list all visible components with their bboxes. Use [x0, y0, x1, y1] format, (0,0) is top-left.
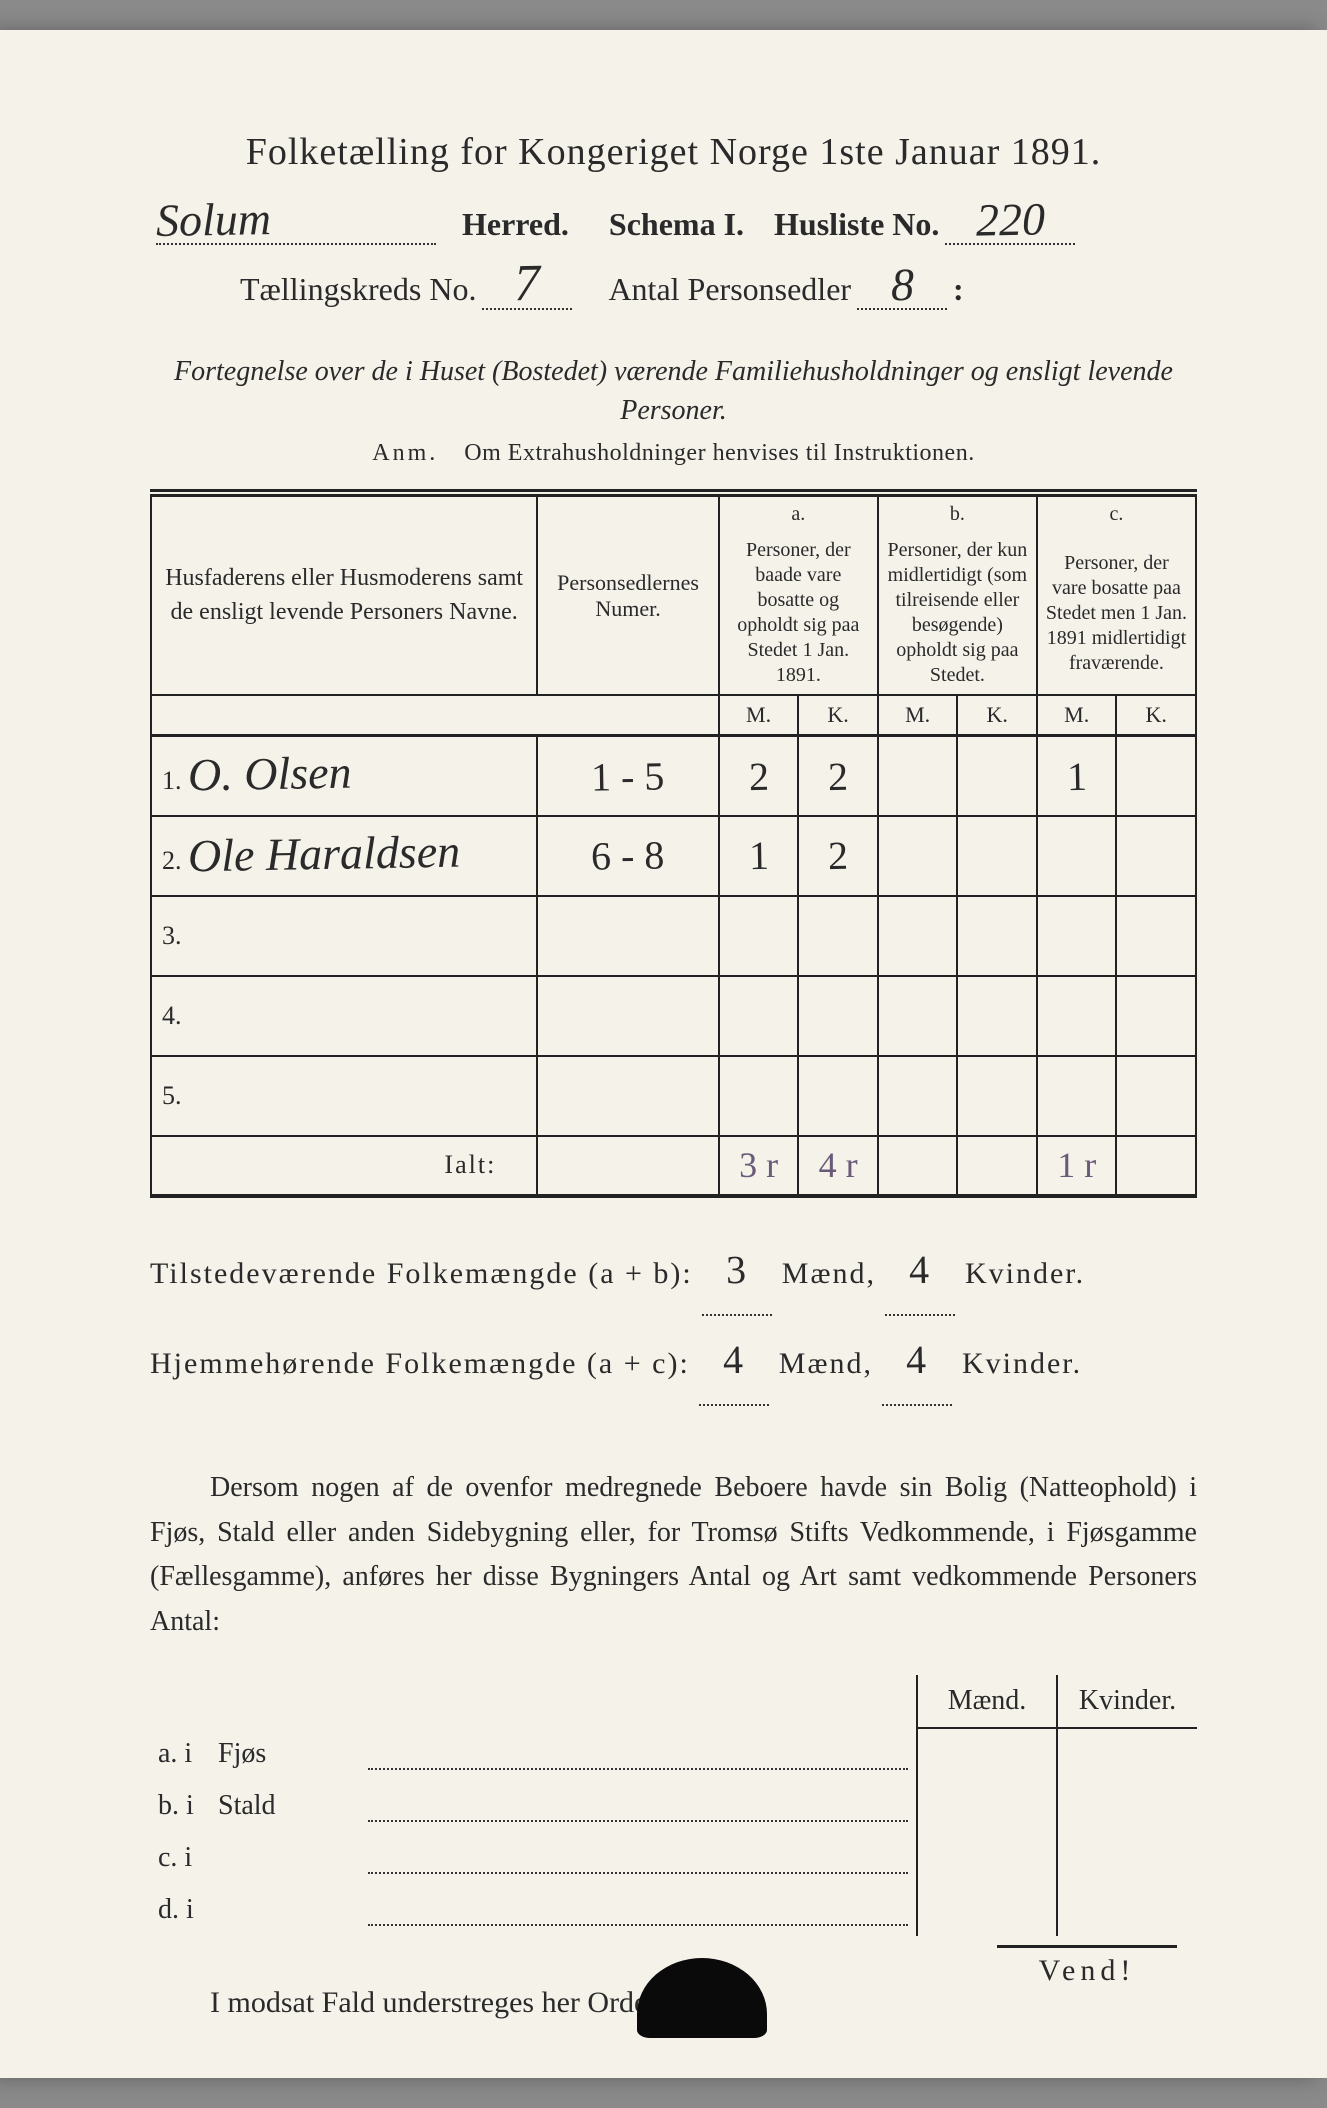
- main-table: Husfaderens eller Husmoderens samt de en…: [150, 489, 1197, 1198]
- row-idx: 2.: [162, 846, 182, 875]
- maend-label: Mænd,: [779, 1347, 873, 1380]
- ialt-label: Ialt:: [151, 1136, 537, 1196]
- ialt-cell: 4 r: [819, 1144, 858, 1186]
- husliste-value: 220: [976, 201, 1046, 239]
- herred-label: Herred.: [462, 206, 569, 243]
- header-line-2: Tællingskreds No. 7 Antal Personsedler 8…: [150, 263, 1197, 310]
- kvinder-label: Kvinder.: [962, 1347, 1082, 1380]
- schema-label: Schema I.: [609, 206, 744, 243]
- hdr-b-k: K.: [957, 695, 1037, 736]
- hdr-b-m: M.: [878, 695, 958, 736]
- hdr-c-m: M.: [1037, 695, 1117, 736]
- bldg-lead: b. i: [150, 1780, 210, 1832]
- row-idx: 1.: [162, 766, 182, 795]
- bldg-label: [210, 1832, 360, 1884]
- building-table: Mænd. Kvinder. a. i Fjøs b. i Stald c. i…: [150, 1675, 1197, 1936]
- bldg-kvinder: Kvinder.: [1057, 1675, 1197, 1728]
- row-idx: 3.: [151, 896, 537, 976]
- bldg-lead: a. i: [150, 1728, 210, 1780]
- table-row: 4.: [151, 976, 1196, 1056]
- vend-label: Vend!: [997, 1945, 1177, 1988]
- table-row: 1. O. Olsen 1 - 5 2 2 1: [151, 736, 1196, 816]
- row-num: 1 - 5: [591, 752, 665, 800]
- bldg-lead: d. i: [150, 1884, 210, 1936]
- anm-line: Anm. Om Extrahusholdninger henvises til …: [150, 440, 1197, 467]
- table-row: 2. Ole Haraldsen 6 - 8 1 2: [151, 816, 1196, 896]
- cell: 2: [828, 752, 849, 799]
- hdr-a-m: M.: [719, 695, 799, 736]
- bldg-label: [210, 1884, 360, 1936]
- cell: 2: [748, 752, 769, 799]
- bldg-label: Stald: [210, 1780, 360, 1832]
- col-b-desc: Personer, der kun midlertidigt (som tilr…: [878, 532, 1037, 695]
- bldg-maend: Mænd.: [917, 1675, 1057, 1728]
- col-num-header: Personsedlernes Numer.: [537, 493, 719, 695]
- summary-block: Tilstedeværende Folkemængde (a + b): 3 M…: [150, 1226, 1197, 1406]
- col-a-label: a.: [719, 493, 878, 532]
- table-row: 5.: [151, 1056, 1196, 1136]
- ialt-cell: 1 r: [1057, 1144, 1096, 1186]
- row-idx: 5.: [151, 1056, 537, 1136]
- row-idx: 4.: [151, 976, 537, 1056]
- col-name-header: Husfaderens eller Husmoderens samt de en…: [151, 493, 537, 695]
- anm-prefix: Anm.: [372, 440, 438, 466]
- kreds-value: 7: [514, 263, 541, 305]
- census-form-page: Folketælling for Kongeriget Norge 1ste J…: [0, 30, 1327, 2078]
- antal-label: Antal Personsedler: [608, 271, 851, 308]
- ink-blotch: [637, 1958, 767, 2038]
- row-name: Ole Haraldsen: [188, 834, 461, 876]
- cell: 1: [748, 832, 769, 879]
- anm-text: Om Extrahusholdninger henvises til Instr…: [464, 440, 974, 466]
- kreds-label: Tællingskreds No.: [240, 271, 476, 308]
- summary-line2-label: Hjemmehørende Folkemængde (a + c):: [150, 1347, 690, 1380]
- section-title: Fortegnelse over de i Huset (Bostedet) v…: [150, 352, 1197, 430]
- modsat-text: I modsat Fald understreges her Ordet:: [210, 1986, 664, 2019]
- bldg-row: a. i Fjøs: [150, 1728, 1197, 1780]
- cell: 2: [828, 832, 849, 879]
- kvinder-label: Kvinder.: [965, 1257, 1085, 1290]
- col-b-label: b.: [878, 493, 1037, 532]
- hdr-a-k: K.: [798, 695, 878, 736]
- page-title: Folketælling for Kongeriget Norge 1ste J…: [150, 130, 1197, 174]
- col-c-label: c.: [1037, 493, 1196, 532]
- table-row: 3.: [151, 896, 1196, 976]
- summary-1-m: 3: [725, 1226, 749, 1314]
- antal-value: 8: [890, 267, 914, 304]
- bldg-label: Fjøs: [210, 1728, 360, 1780]
- col-a-desc: Personer, der baade vare bosatte og opho…: [719, 532, 878, 695]
- summary-1-k: 4: [909, 1226, 933, 1314]
- bldg-lead: c. i: [150, 1832, 210, 1884]
- bldg-row: d. i: [150, 1884, 1197, 1936]
- maend-label: Mænd,: [782, 1257, 876, 1290]
- bldg-row: c. i: [150, 1832, 1197, 1884]
- cell: 1: [1066, 752, 1087, 799]
- herred-value: Solum: [156, 201, 272, 240]
- summary-2-m: 4: [723, 1316, 747, 1404]
- husliste-label: Husliste No.: [774, 206, 939, 243]
- summary-2-k: 4: [906, 1316, 930, 1404]
- row-name: O. Olsen: [188, 755, 352, 795]
- ialt-row: Ialt: 3 r 4 r 1 r: [151, 1136, 1196, 1196]
- summary-line1-label: Tilstedeværende Folkemængde (a + b):: [150, 1257, 693, 1290]
- building-paragraph: Dersom nogen af de ovenfor medregnede Be…: [150, 1466, 1197, 1645]
- bldg-row: b. i Stald: [150, 1780, 1197, 1832]
- row-num: 6 - 8: [591, 832, 665, 880]
- col-c-desc: Personer, der vare bosatte paa Stedet me…: [1037, 532, 1196, 695]
- header-line-1: Solum Herred. Schema I. Husliste No. 220: [150, 202, 1197, 245]
- ialt-cell: 3 r: [739, 1144, 778, 1186]
- hdr-c-k: K.: [1116, 695, 1196, 736]
